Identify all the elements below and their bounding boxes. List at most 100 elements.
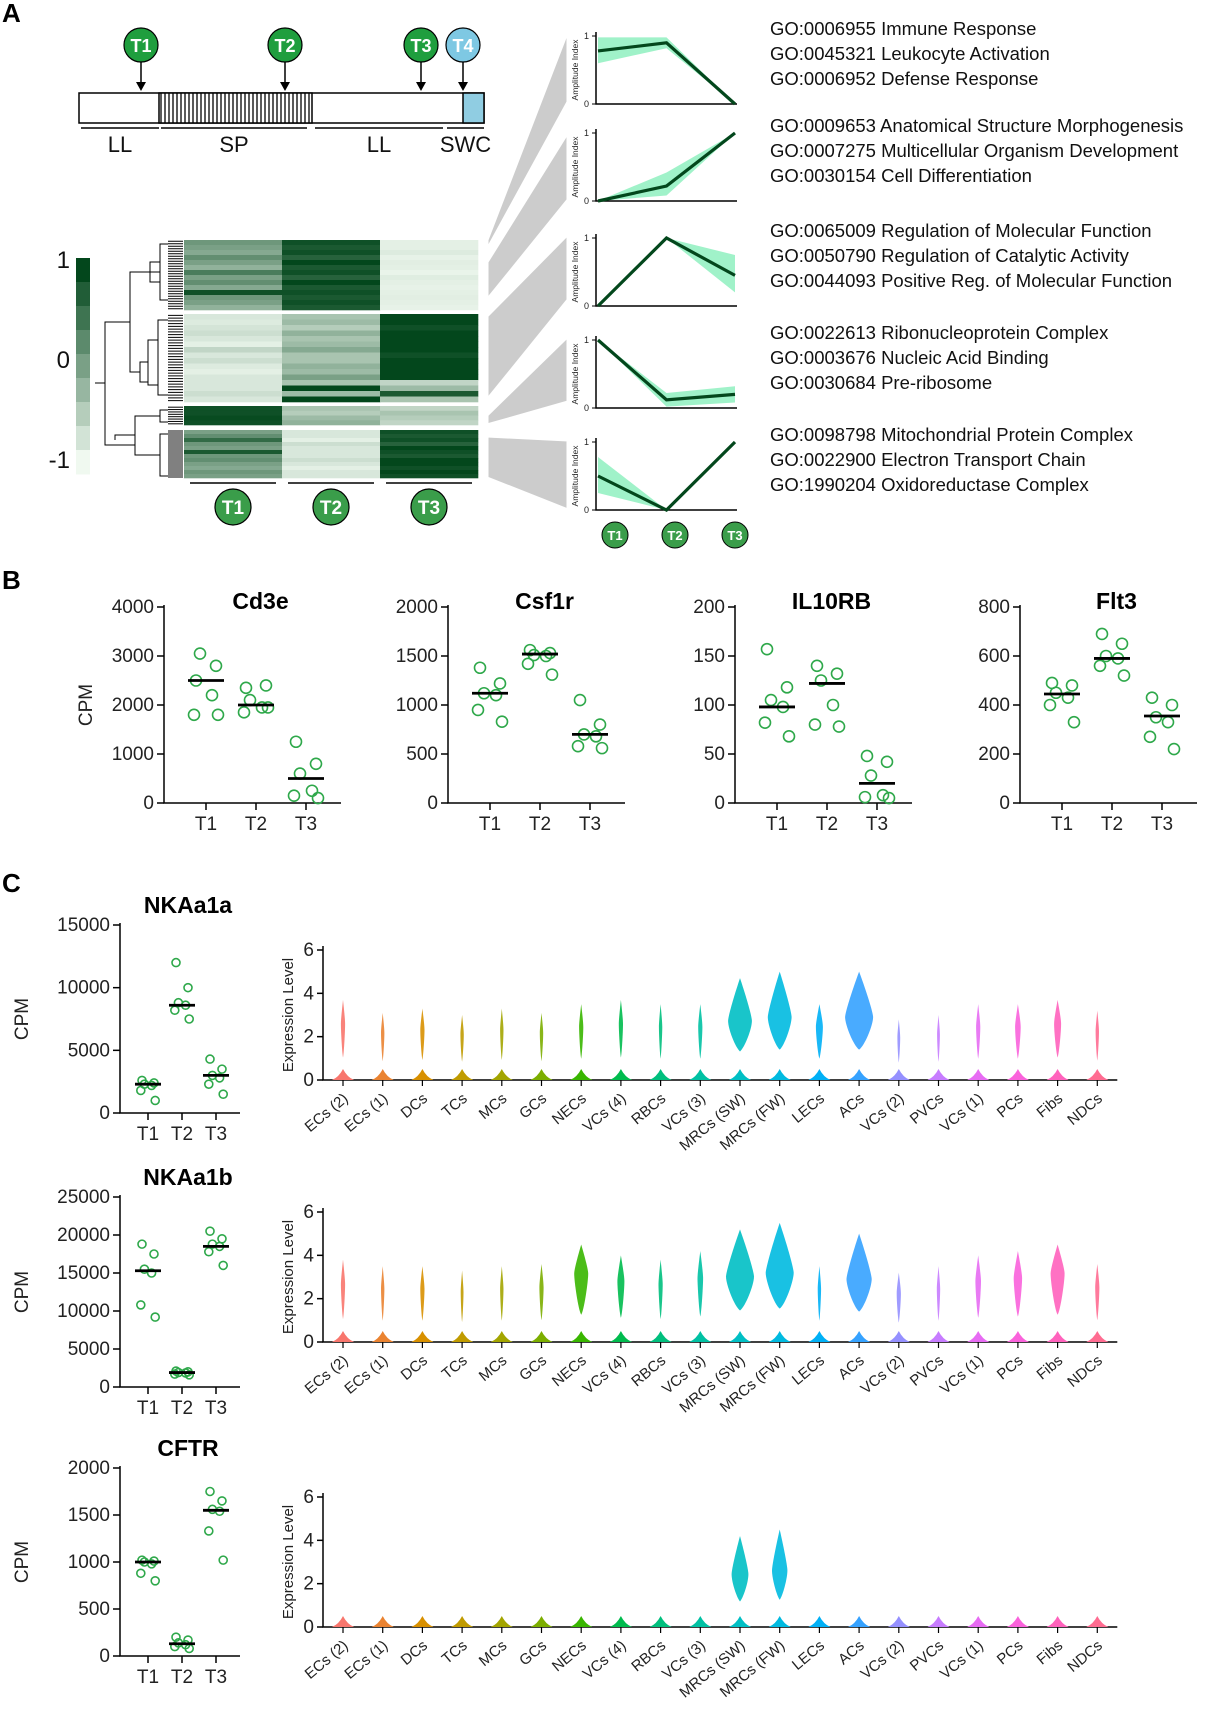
heatmap-cell [184,450,283,455]
violin-base [1006,1331,1029,1342]
violin-body [420,1008,425,1060]
violin-base [451,1616,474,1627]
heatmap-column-label: T3 [418,498,440,519]
heatmap-cell [380,458,479,463]
module-x-labels: T1 T2 T3 [601,521,749,549]
data-point [1165,698,1179,712]
panel-letter-a: A [2,0,21,28]
violin-plot-3: 0 2 4 6 Expression Level ECs (2)ECs (1) DCs TCs… [280,1487,1118,1701]
violin-base [927,1616,950,1627]
heatmap-cell [380,314,479,320]
y-axis-label: CPM [12,998,33,1040]
violin-body [765,1222,794,1309]
heatmap-cell [184,434,283,439]
x-tick-label: LECs [789,1090,828,1127]
heatmap-cell [282,245,381,251]
heatmap-cell [380,470,479,475]
go-term: GO:0030154 Cell Differentiation [770,165,1032,186]
heatmap-cell [282,458,381,463]
heatmap-cell [380,434,479,439]
y-tick-label: 15000 [57,915,110,936]
heatmap-cell [380,319,479,326]
plot-title: Flt3 [1096,588,1137,614]
module-y-tick-label: 0 [584,301,589,311]
x-tick-label: ACs [835,1637,868,1668]
data-point [876,788,890,802]
violin-body [937,1015,940,1062]
violin-base [570,1616,593,1627]
heatmap-cell [380,369,479,375]
violin-base [371,1331,394,1342]
violin-base [490,1331,513,1342]
go-term: GO:0045321 Leukocyte Activation [770,43,1050,64]
x-tick-label: T1 [1051,814,1073,835]
heatmap-cell [282,369,381,375]
violin-base [729,1616,751,1627]
violin-base [927,1331,950,1342]
x-tick-label: MCs [476,1352,511,1385]
x-tick-label: T3 [866,814,888,835]
violin-base [570,1069,593,1080]
heatmap-cell [184,374,283,381]
data-point [136,1085,146,1096]
heatmap-cell [380,295,479,301]
heatmap-cell [282,300,381,306]
heatmap-cell [184,305,283,311]
y-tick-label: 800 [978,597,1010,618]
heatmap-cell [184,285,283,291]
violin-body [1013,1251,1023,1317]
timeline-arrowhead-t2 [280,82,290,91]
data-point [595,741,609,755]
heatmap-cell [184,396,283,403]
color-scale-step [76,330,90,355]
data-point [545,668,559,681]
violin-base [768,1069,791,1080]
y-tick-label: 6 [303,1487,314,1508]
data-point [1117,669,1131,682]
x-tick-label: VCs (2) [857,1352,907,1398]
y-tick-label: 50 [704,744,725,765]
x-tick-label: MCs [476,1090,511,1123]
data-point [146,1559,157,1569]
x-tick-label: NDCs [1064,1637,1106,1676]
y-tick-label: 0 [303,1617,314,1638]
heatmap-column-label: T2 [320,498,342,519]
plot-title: NKAa1a [144,892,232,918]
data-point [810,659,824,673]
heatmap-cell [184,358,283,364]
heatmap-cells [184,240,479,479]
violin-base [808,1616,831,1627]
data-point [539,649,553,663]
data-point [184,1370,194,1380]
x-tick-label: T1 [137,1398,159,1419]
data-point [204,1246,214,1257]
y-tick-label: 2 [303,1289,314,1310]
violin-body [539,1012,544,1062]
violin-base [848,1331,871,1342]
heatmap-cell [380,438,479,443]
heatmap-cell [184,406,283,412]
module-ribbon [598,37,735,104]
module-mean-line [596,236,736,308]
violin-body [460,1270,464,1322]
data-point [193,647,207,660]
timeline-marker-t3 [403,27,439,63]
heatmap-cell [184,474,283,479]
heatmap-cell [184,290,283,296]
heatmap-cell [282,270,381,276]
x-tick-label: DCs [398,1090,431,1122]
heatmap-cell [282,240,381,246]
x-tick-label: ECs (2) [302,1352,352,1398]
heatmap-cell [184,347,283,353]
x-tick-label: ECs (1) [341,1637,391,1683]
go-term: GO:0022613 Ribonucleoprotein Complex [770,322,1109,343]
data-point [473,661,487,675]
x-tick-label: T2 [1101,814,1123,835]
heatmap-cell [184,240,283,246]
violin-body [975,1255,981,1318]
x-tick-label: MCs [476,1637,511,1670]
x-tick-label: TCs [439,1090,471,1121]
violin-body [381,1266,385,1321]
violin-base [649,1616,672,1627]
heatmap-cell [184,430,283,435]
